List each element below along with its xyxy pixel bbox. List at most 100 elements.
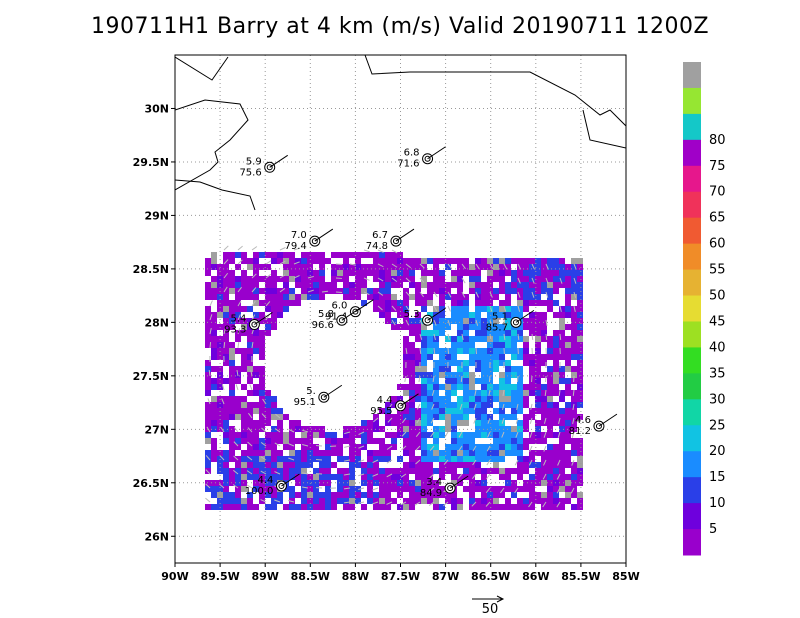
wind-cell <box>253 468 259 474</box>
wind-cell <box>229 288 235 294</box>
wind-cell <box>415 330 421 336</box>
wind-cell <box>511 480 517 486</box>
wind-cell <box>247 354 253 360</box>
wind-cell <box>367 420 373 426</box>
wind-vector <box>302 486 309 489</box>
wind-cell <box>373 276 379 282</box>
wind-cell <box>403 336 409 342</box>
wind-barb <box>449 475 469 489</box>
wind-cell <box>487 300 493 306</box>
wind-vector <box>447 319 451 326</box>
station-ring-inner <box>311 238 318 245</box>
wind-cell <box>565 342 571 348</box>
wind-vector <box>556 487 561 494</box>
wind-cell <box>451 372 457 378</box>
wind-cell <box>289 462 295 468</box>
wind-cell <box>415 384 421 390</box>
wind-cell <box>553 258 559 264</box>
wind-cell <box>367 270 373 276</box>
wind-cell <box>397 414 403 420</box>
wind-vector <box>251 273 257 279</box>
wind-cell <box>523 288 529 294</box>
wind-cell <box>565 294 571 300</box>
wind-cell <box>259 474 265 480</box>
wind-cell <box>223 342 229 348</box>
wind-cell <box>481 402 487 408</box>
wind-cell <box>469 504 475 510</box>
wind-cell <box>517 498 523 504</box>
wind-cell <box>205 372 211 378</box>
wind-cell <box>463 486 469 492</box>
wind-vector <box>221 398 225 405</box>
wind-cell <box>421 258 427 264</box>
wind-cell <box>265 288 271 294</box>
wind-cell <box>439 276 445 282</box>
wind-cell <box>385 486 391 492</box>
wind-cell <box>547 480 553 486</box>
wind-cell <box>517 486 523 492</box>
wind-cell <box>499 312 505 318</box>
wind-vector <box>209 314 213 321</box>
coastline-louisiana <box>175 99 249 191</box>
wind-cell <box>367 294 373 300</box>
wind-cell <box>403 402 409 408</box>
wind-cell <box>487 372 493 378</box>
wind-cell <box>397 306 403 312</box>
wind-cell <box>247 450 253 456</box>
wind-cell <box>349 444 355 450</box>
wind-cell <box>439 360 445 366</box>
wind-vector <box>302 472 309 475</box>
wind-cell <box>541 276 547 282</box>
wind-cell <box>259 354 265 360</box>
wind-cell <box>367 462 373 468</box>
wind-cell <box>559 450 565 456</box>
wind-cell <box>253 342 259 348</box>
wind-cell <box>367 252 373 258</box>
wind-cell <box>271 426 277 432</box>
wind-cell <box>445 282 451 288</box>
wind-cell <box>211 378 217 384</box>
lat-tick-label: 29.5N <box>133 156 169 169</box>
wind-cell <box>259 420 265 426</box>
wind-cell <box>403 312 409 318</box>
wind-vector <box>433 347 436 355</box>
wind-cell <box>427 498 433 504</box>
wind-cell <box>409 270 415 276</box>
wind-cell <box>535 342 541 348</box>
wind-vector <box>377 249 384 253</box>
lat-tick-label: 26.5N <box>133 477 169 490</box>
wind-cell <box>325 462 331 468</box>
wind-cell <box>409 462 415 468</box>
station-value: 91.4 <box>325 312 347 323</box>
wind-cell <box>499 414 505 420</box>
wind-cell <box>295 264 301 270</box>
wind-cell <box>217 498 223 504</box>
wind-vector <box>344 431 351 435</box>
lon-tick-label: 87W <box>432 570 459 583</box>
wind-cell <box>349 456 355 462</box>
wind-cell <box>325 282 331 288</box>
wind-cell <box>379 444 385 450</box>
wind-cell <box>433 372 439 378</box>
wind-cell <box>391 282 397 288</box>
wind-cell <box>445 390 451 396</box>
wind-cell <box>427 420 433 426</box>
wind-cell <box>571 462 577 468</box>
wind-cell <box>445 414 451 420</box>
wind-cell <box>439 414 445 420</box>
wind-cell <box>463 378 469 384</box>
wind-cell <box>415 420 421 426</box>
wind-cell <box>211 366 217 372</box>
wind-cell <box>559 378 565 384</box>
wind-cell <box>577 504 583 510</box>
wind-vector <box>475 319 479 326</box>
wind-cell <box>445 378 451 384</box>
wind-cell <box>445 468 451 474</box>
wind-cell <box>301 462 307 468</box>
wind-cell <box>547 468 553 474</box>
wind-cell <box>463 300 469 306</box>
wind-cell <box>259 318 265 324</box>
wind-cell <box>541 264 547 270</box>
wind-cell <box>433 498 439 504</box>
wind-cell <box>565 282 571 288</box>
